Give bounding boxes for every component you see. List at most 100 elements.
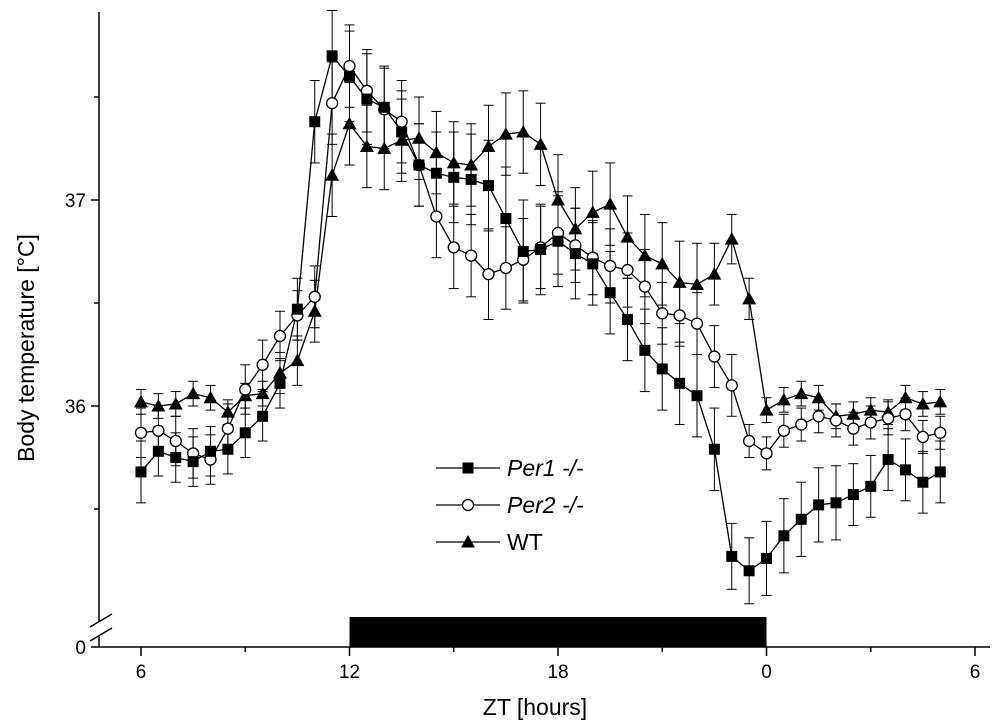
data-point	[359, 139, 374, 152]
data-point	[620, 230, 635, 243]
y-tick-label: 0	[75, 638, 86, 659]
data-point	[395, 115, 408, 128]
data-point	[482, 268, 495, 281]
data-point	[691, 390, 703, 402]
data-point	[430, 210, 443, 223]
y-axis-break-mark	[89, 613, 113, 628]
data-point	[169, 434, 182, 448]
data-point	[498, 127, 513, 140]
data-point	[725, 379, 738, 392]
data-point	[533, 137, 548, 150]
data-point	[151, 399, 166, 412]
data-point	[865, 480, 877, 492]
axes	[89, 12, 990, 656]
data-point	[448, 171, 460, 183]
x-tick-label: 0	[761, 662, 772, 683]
data-point	[134, 394, 148, 408]
data-point	[168, 396, 183, 410]
legend: Per1 -/- Per2 -/- WT	[436, 455, 584, 555]
data-point	[587, 258, 599, 270]
data-point	[203, 390, 218, 404]
data-point	[396, 126, 408, 138]
data-point	[812, 410, 825, 423]
data-point	[361, 93, 373, 105]
data-point	[430, 167, 442, 179]
data-point	[724, 232, 739, 245]
y-tick-label: 37	[65, 191, 86, 212]
data-point	[742, 434, 756, 448]
dark-phase-bar	[349, 617, 767, 647]
data-point	[220, 405, 235, 418]
data-point	[205, 445, 216, 457]
data-point	[447, 241, 460, 254]
data-point	[690, 277, 704, 290]
y-tick-labels: 0 36 37	[65, 191, 86, 659]
data-point	[898, 390, 913, 404]
y-tick-label: 36	[65, 397, 86, 418]
data-point	[707, 267, 722, 280]
data-point	[656, 363, 668, 375]
data-point	[221, 422, 235, 435]
data-point	[672, 275, 687, 288]
data-point	[639, 344, 651, 356]
data-point	[934, 426, 947, 439]
data-point	[778, 530, 790, 542]
x-tick-label: 12	[339, 662, 360, 683]
legend-label: Per2 -/-	[507, 492, 584, 518]
data-point	[568, 221, 583, 235]
data-point	[917, 476, 929, 488]
data-point	[551, 193, 565, 206]
data-point	[290, 353, 305, 367]
data-point	[811, 390, 826, 404]
x-axis-title: ZT [hours]	[483, 694, 587, 720]
data-point	[152, 445, 164, 457]
data-point	[239, 427, 251, 439]
data-point	[462, 462, 474, 474]
data-point	[516, 125, 531, 138]
data-point	[638, 280, 652, 293]
data-point	[881, 412, 895, 425]
series-markers	[134, 50, 948, 577]
data-point	[394, 133, 409, 146]
data-point	[934, 466, 946, 478]
data-point	[847, 489, 859, 501]
data-point	[637, 248, 652, 262]
data-point	[343, 59, 356, 73]
data-point	[413, 159, 425, 171]
data-point	[535, 243, 547, 255]
legend-label: WT	[507, 529, 543, 555]
data-point	[830, 497, 842, 509]
data-point	[325, 97, 339, 110]
data-point	[622, 313, 633, 325]
data-point	[569, 248, 581, 260]
data-point	[342, 116, 357, 130]
data-point	[585, 205, 600, 218]
data-point	[273, 329, 287, 343]
data-point	[776, 392, 791, 406]
data-point	[499, 261, 513, 275]
data-point	[916, 430, 930, 444]
data-point	[464, 249, 478, 262]
data-point	[726, 550, 738, 562]
data-point	[742, 291, 757, 305]
x-tick-label: 18	[547, 662, 568, 683]
data-point	[152, 424, 165, 437]
data-point	[239, 383, 252, 396]
x-tick-label: 6	[970, 662, 981, 683]
data-point	[134, 426, 148, 439]
data-point	[461, 498, 475, 512]
data-point	[500, 213, 512, 225]
data-point	[674, 377, 686, 389]
data-point	[273, 366, 287, 379]
legend-label: Per1 -/-	[507, 455, 584, 481]
data-point	[552, 235, 564, 247]
data-point	[446, 155, 461, 169]
data-point	[846, 407, 861, 420]
data-point	[708, 443, 720, 455]
data-point	[777, 424, 791, 437]
data-point	[882, 454, 894, 466]
x-tick-labels: 6 12 18 0 6	[136, 662, 981, 683]
data-point	[344, 70, 355, 82]
data-point	[378, 101, 390, 113]
